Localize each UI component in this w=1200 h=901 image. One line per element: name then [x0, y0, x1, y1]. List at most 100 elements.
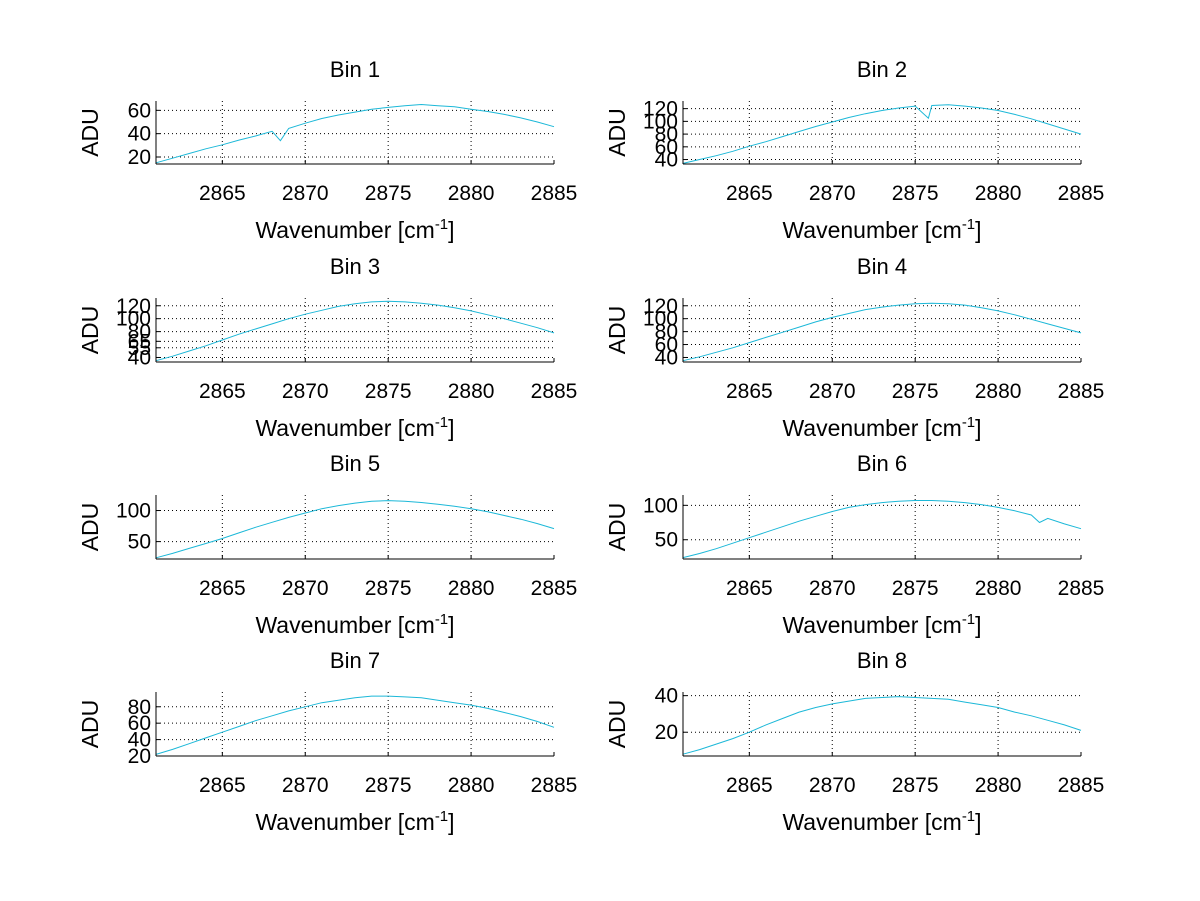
x-tick-label: 2885	[531, 182, 578, 205]
x-tick-label: 2875	[365, 774, 412, 797]
x-tick-label: 2870	[282, 774, 329, 797]
y-tick-label: 100	[116, 308, 151, 331]
subplot-title: Bin 5	[330, 451, 380, 476]
y-tick-label: 60	[128, 99, 151, 122]
x-tick-label: 2875	[365, 182, 412, 205]
x-axis-label-end: ]	[975, 809, 981, 835]
series-line-bin-5	[155, 500, 555, 559]
y-tick-label: 100	[643, 308, 678, 331]
x-axis-label: Wavenumber [cm-1]	[255, 414, 454, 441]
y-tick-label: 40	[128, 123, 151, 146]
y-tick-label: 60	[655, 136, 678, 159]
x-tick-label: 2885	[1058, 182, 1105, 205]
x-axis-label-superscript: -1	[962, 216, 975, 233]
x-tick-label: 2875	[365, 380, 412, 403]
y-tick-label: 20	[655, 721, 678, 744]
x-axis-label-end: ]	[448, 217, 454, 243]
y-tick-label: 80	[128, 321, 151, 344]
x-axis-label-superscript: -1	[435, 611, 448, 628]
y-tick-label: 80	[655, 321, 678, 344]
x-tick-label: 2880	[975, 182, 1022, 205]
x-axis-label-superscript: -1	[962, 611, 975, 628]
plot-area	[683, 495, 1081, 559]
y-axis-label: ADU	[604, 108, 630, 157]
y-tick-label: 40	[655, 685, 678, 708]
plot-area	[156, 101, 554, 164]
x-tick-label: 2885	[531, 774, 578, 797]
x-axis-label-superscript: -1	[962, 808, 975, 825]
x-axis-label-end: ]	[975, 415, 981, 441]
plot-area	[683, 692, 1081, 756]
y-tick-label: 60	[128, 712, 151, 735]
y-axis-label: ADU	[77, 306, 103, 355]
x-tick-label: 2865	[726, 774, 773, 797]
x-tick-label: 2870	[282, 182, 329, 205]
y-axis-label: ADU	[77, 108, 103, 157]
y-tick-label: 55	[128, 337, 151, 360]
x-tick-label: 2875	[892, 577, 939, 600]
x-tick-label: 2885	[1058, 577, 1105, 600]
y-tick-label: 65	[128, 330, 151, 353]
y-tick-label: 20	[128, 745, 151, 768]
y-tick-label: 40	[655, 346, 678, 369]
x-axis-label-main: Wavenumber [cm	[782, 612, 961, 638]
x-axis-label-main: Wavenumber [cm	[255, 217, 434, 243]
x-axis-label-main: Wavenumber [cm	[782, 809, 961, 835]
plot-area	[156, 298, 554, 362]
x-axis-label: Wavenumber [cm-1]	[255, 216, 454, 243]
x-axis-label: Wavenumber [cm-1]	[782, 808, 981, 835]
x-axis-label: Wavenumber [cm-1]	[782, 414, 981, 441]
plot-area	[156, 495, 554, 559]
x-axis-label-superscript: -1	[962, 414, 975, 431]
x-tick-label: 2880	[975, 577, 1022, 600]
subplot-title: Bin 7	[330, 648, 380, 673]
series-line-bin-7	[155, 695, 555, 755]
x-axis-label-main: Wavenumber [cm	[255, 415, 434, 441]
x-tick-label: 2875	[892, 774, 939, 797]
series-line-bin-6	[682, 500, 1082, 559]
x-tick-label: 2870	[809, 182, 856, 205]
subplot-title: Bin 2	[857, 57, 907, 82]
subplot-5: 2865 2870 2875 2880 2885 50 100 Bin 5 ADU Wavenum…	[77, 451, 577, 638]
x-axis-label-superscript: -1	[435, 216, 448, 233]
x-tick-label: 2885	[1058, 380, 1105, 403]
x-tick-label: 2865	[199, 774, 246, 797]
x-tick-label: 2865	[199, 380, 246, 403]
y-axis-label: ADU	[604, 306, 630, 355]
x-tick-label: 2875	[892, 380, 939, 403]
x-tick-label: 2870	[282, 380, 329, 403]
series-line-bin-8	[682, 696, 1082, 755]
x-axis-label-superscript: -1	[435, 808, 448, 825]
x-axis-label-main: Wavenumber [cm	[782, 415, 961, 441]
subplot-title: Bin 4	[857, 254, 907, 279]
y-tick-label: 40	[128, 729, 151, 752]
x-tick-label: 2865	[726, 182, 773, 205]
x-axis-label: Wavenumber [cm-1]	[255, 808, 454, 835]
y-axis-label: ADU	[604, 503, 630, 552]
y-tick-label: 40	[655, 149, 678, 172]
y-axis-label: ADU	[604, 700, 630, 749]
series-line-bin-4	[682, 302, 1082, 362]
series-line-bin-3	[155, 300, 555, 362]
x-tick-label: 2880	[975, 774, 1022, 797]
x-tick-label: 2885	[531, 577, 578, 600]
x-axis-label-end: ]	[975, 217, 981, 243]
x-axis-label-end: ]	[448, 612, 454, 638]
x-axis-label-main: Wavenumber [cm	[255, 612, 434, 638]
y-tick-label: 100	[116, 500, 151, 523]
y-tick-label: 60	[655, 334, 678, 357]
y-tick-label: 80	[655, 123, 678, 146]
y-tick-label: 100	[643, 110, 678, 133]
y-tick-label: 20	[128, 146, 151, 169]
y-tick-label: 40	[128, 346, 151, 369]
y-tick-label: 120	[643, 295, 678, 318]
x-axis-label-end: ]	[448, 809, 454, 835]
x-tick-label: 2870	[809, 577, 856, 600]
x-tick-label: 2880	[448, 380, 495, 403]
x-tick-label: 2880	[448, 577, 495, 600]
